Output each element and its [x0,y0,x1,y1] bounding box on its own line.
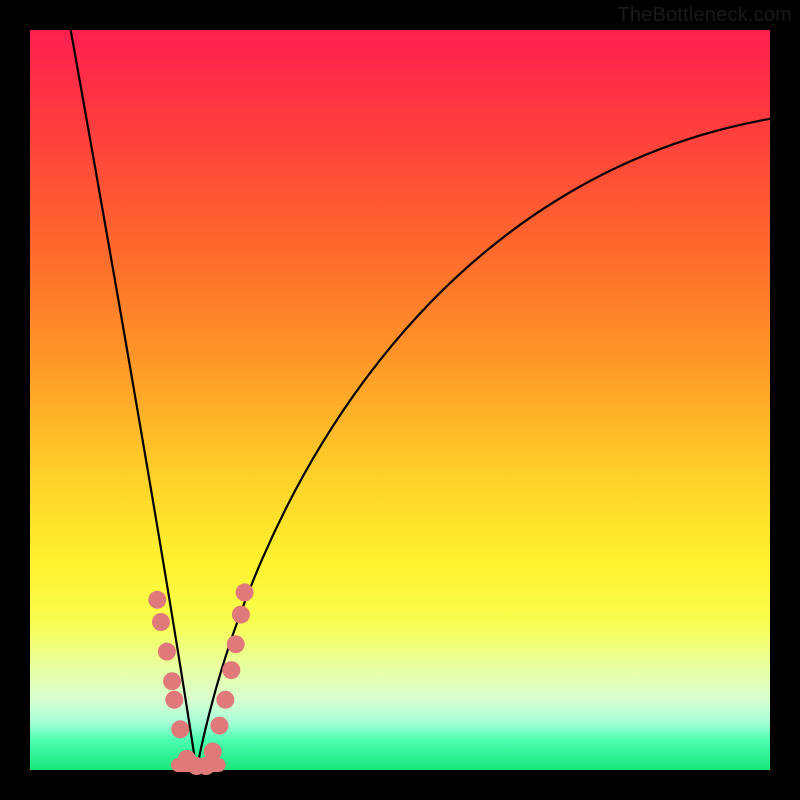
data-marker [163,672,181,690]
data-marker [158,643,176,661]
data-marker [236,583,254,601]
data-marker [227,635,245,653]
data-marker [216,691,234,709]
data-marker [204,743,222,761]
data-marker [165,691,183,709]
gradient-background [30,30,770,770]
data-marker [148,591,166,609]
chart-container: TheBottleneck.com [0,0,800,800]
data-marker [232,606,250,624]
data-marker [210,717,228,735]
data-marker [171,720,189,738]
data-marker [222,661,240,679]
bottleneck-chart [0,0,800,800]
watermark-label: TheBottleneck.com [617,4,792,27]
data-marker [152,613,170,631]
